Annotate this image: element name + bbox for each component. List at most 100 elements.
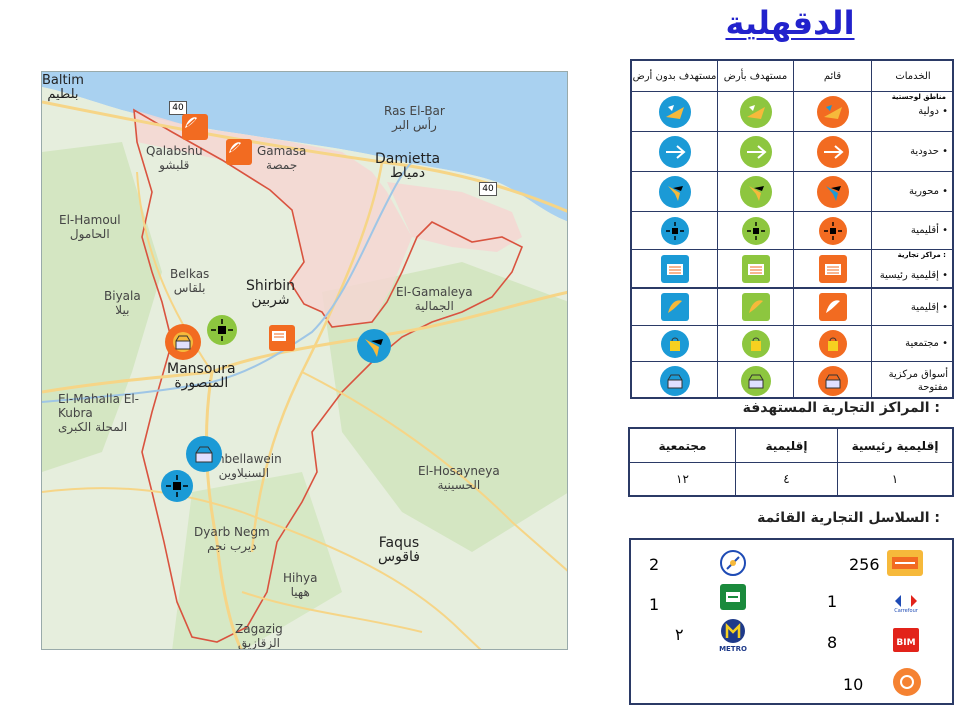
legend-label: أقليمية •: [910, 225, 948, 236]
oscar-logo: [893, 668, 921, 696]
open-market-marker[interactable]: [186, 436, 222, 472]
chain-count: 2: [649, 555, 660, 574]
chain-count: 1: [649, 595, 660, 614]
map-label: Hihya ههيا: [283, 571, 318, 599]
map-label: Gamasa جمصة: [257, 144, 307, 172]
open-market-icon: [817, 365, 848, 396]
main-regional-mall-marker[interactable]: [269, 325, 295, 351]
chains-title: السلاسل التجارية القائمة :: [757, 510, 940, 526]
regional-mall-marker[interactable]: [226, 139, 252, 165]
regional-logistics-icon: [741, 216, 770, 245]
legend-row: إقليمية رئيسية • مراكز تجارية :: [632, 249, 952, 287]
tc-value-regional: ٤: [736, 463, 838, 495]
legend-label: إقليمية •: [910, 301, 948, 313]
legend-label: إقليمية رئيسية •: [879, 270, 948, 281]
page-title: الدقهلية: [725, 4, 855, 42]
legend-group-label: مراكز تجارية :: [897, 251, 946, 259]
tc-header-community: مجتمعية: [630, 429, 736, 463]
map-label: Faqus فاقوس: [378, 535, 420, 565]
chain-count: 10: [843, 675, 864, 694]
border-logistics-icon: [739, 135, 772, 168]
hub-logistics-icon: [658, 175, 691, 208]
legend-row: إقليمية •: [632, 287, 952, 325]
map-label: Zagazig الزقازيق: [235, 622, 283, 650]
international-logistics-icon: [816, 95, 849, 128]
map-label: Biyala بيلا: [104, 289, 141, 317]
regional-mall-icon: [818, 293, 847, 321]
hub-logistics-icon: [739, 175, 772, 208]
hub-logistics-marker[interactable]: [357, 329, 391, 363]
services-legend-table: مستهدف بدون أرض مستهدف بأرض قائم الخدمات…: [630, 59, 954, 399]
community-mall-icon: [818, 329, 847, 358]
regional-mall-marker[interactable]: [182, 114, 208, 140]
map-label: Dyarb Negm ديرب نجم: [194, 525, 270, 553]
map-label: El-Mahalla El-Kubra المحلة الكبرى: [58, 392, 139, 434]
target-centers-table: مجتمعية إقليمية إقليمية رئيسية ١٢ ٤ ١: [628, 427, 954, 497]
international-logistics-icon: [658, 95, 691, 128]
legend-header-row: مستهدف بدون أرض مستهدف بأرض قائم الخدمات: [632, 61, 952, 91]
tc-header-regional: إقليمية: [736, 429, 838, 463]
legend-row: حدودية •: [632, 131, 952, 171]
tc-header-main-regional: إقليمية رئيسية: [838, 429, 952, 463]
bim-logo: BIM: [893, 628, 919, 652]
regional-mall-icon: [660, 293, 689, 321]
map-label: Qalabshu قلبشو: [146, 144, 203, 172]
open-market-icon: [740, 365, 771, 396]
border-logistics-icon: [816, 135, 849, 168]
svg-text:Carrefour: Carrefour: [894, 608, 919, 613]
legend-header-services: الخدمات: [895, 70, 931, 82]
map-label: El-Hamoul الحامول: [59, 213, 121, 241]
map-label: Ras El-Bar رأس البر: [384, 104, 445, 132]
seoudi-logo: [720, 584, 746, 610]
chain-count: ٢: [675, 625, 684, 644]
legend-label: محورية •: [908, 186, 948, 197]
kazyon-logo: [887, 550, 923, 576]
svg-text:METRO: METRO: [719, 645, 747, 652]
legend-label: حدودية •: [910, 146, 948, 157]
chain-count: 1: [827, 592, 838, 611]
chains-box: 256 Carrefour 1 BIM 8 10 2 1 METRO ٢: [629, 538, 954, 705]
regional-logistics-marker[interactable]: [207, 315, 237, 345]
open-market-marker[interactable]: [165, 324, 201, 360]
road-shield: 40: [169, 101, 187, 115]
community-mall-icon: [741, 329, 770, 358]
map-label: El-Hosayneya الحسينية: [418, 464, 500, 492]
regional-logistics-marker[interactable]: [161, 470, 193, 502]
spinneys-logo: [720, 550, 746, 576]
border-logistics-icon: [658, 135, 691, 168]
svg-text:BIM: BIM: [896, 638, 915, 648]
target-centers-title: المراكز التجارية المستهدفة :: [742, 400, 940, 416]
map-label: Damietta دمياط: [375, 151, 441, 181]
map-label: Baltim بلطيم: [42, 73, 84, 102]
tc-value-community: ١٢: [630, 463, 736, 495]
legend-label: مجتمعية •: [905, 338, 948, 349]
map-label: Sinbellawein السنبلاوين: [206, 452, 282, 480]
legend-label: دولية •: [918, 106, 948, 117]
regional-mall-icon: [741, 293, 770, 321]
map-label: Belkas بلقاس: [170, 267, 210, 295]
legend-row: دولية • مناطق لوجستية: [632, 91, 952, 131]
legend-header-with-land: مستهدف بأرض: [723, 70, 788, 82]
legend-row: مجتمعية •: [632, 325, 952, 361]
legend-header-existing: قائم: [823, 70, 842, 82]
regional-logistics-icon: [818, 216, 847, 245]
tc-value-main-regional: ١: [891, 472, 899, 486]
metro-logo: METRO: [717, 618, 749, 652]
legend-row: محورية •: [632, 171, 952, 211]
main-regional-mall-icon: [818, 254, 847, 283]
main-regional-mall-icon: [741, 254, 770, 283]
chain-count: 256: [849, 555, 880, 574]
main-regional-mall-icon: [660, 254, 689, 283]
international-logistics-icon: [739, 95, 772, 128]
community-mall-icon: [660, 329, 689, 358]
regional-logistics-icon: [660, 216, 689, 245]
open-market-icon: [659, 365, 690, 396]
legend-row: أقليمية •: [632, 211, 952, 249]
legend-group-label: مناطق لوجستية: [891, 93, 946, 101]
legend-row: أسواق مركزية مفتوحة: [632, 361, 952, 399]
map-label: Mansoura المنصورة: [167, 361, 236, 391]
legend-label: أسواق مركزية مفتوحة: [888, 368, 948, 393]
hub-logistics-icon: [816, 175, 849, 208]
chain-count: 8: [827, 633, 838, 652]
